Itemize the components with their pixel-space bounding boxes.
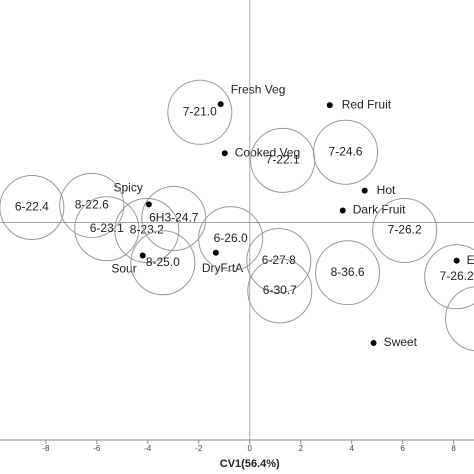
attribute-point (339, 207, 346, 214)
x-tick-label: 2 (298, 444, 303, 453)
sample-circle (114, 197, 180, 263)
sample-label: 7-24.6 (329, 144, 363, 158)
sample-circle (445, 286, 474, 352)
x-tick-label: -2 (195, 444, 203, 453)
x-tick-label: -8 (42, 444, 50, 453)
sample-circle (0, 174, 65, 240)
sample-label: 6-27.8 (262, 253, 296, 267)
attribute-label: Dark Fruit (353, 203, 406, 217)
sample-label: 8-23.2 (130, 223, 164, 237)
sample-label: 6-26.0 (214, 231, 248, 245)
attribute-label: Hot (377, 183, 396, 197)
x-tick-label: -4 (144, 444, 152, 453)
x-tick-label: 4 (349, 444, 354, 453)
sample-label: 6-30.7 (263, 283, 297, 297)
sample-label: 7-26.2 (440, 269, 474, 283)
sample-circle (250, 127, 316, 193)
attribute-point (326, 102, 333, 109)
attribute-point (453, 257, 460, 264)
x-tick-label: 0 (248, 444, 253, 453)
attribute-label: Sweet (384, 335, 418, 349)
attribute-point (145, 201, 152, 208)
sample-label: 8-36.6 (331, 265, 365, 279)
attribute-point (139, 252, 146, 259)
sample-label: 7-21.0 (183, 104, 217, 118)
attribute-point (370, 340, 377, 347)
sample-circle (247, 258, 313, 324)
sample-label: 6-22.4 (15, 200, 49, 214)
attribute-point (217, 101, 224, 108)
attribute-point (221, 150, 228, 157)
sample-label: 6-23.1 (90, 221, 124, 235)
sample-circle (74, 196, 140, 262)
sample-circle (424, 244, 474, 310)
x-tick-label: -6 (93, 444, 101, 453)
attribute-label: E (467, 253, 474, 267)
attribute-label: Fresh Veg (231, 82, 286, 96)
sample-circle (372, 197, 438, 263)
sample-label: 8-25.0 (146, 255, 180, 269)
attribute-point (361, 187, 368, 194)
sample-circle (130, 230, 196, 296)
sample-circle (315, 240, 381, 306)
sample-label: 6H3-24.7 (149, 211, 199, 225)
x-tick-label: 6 (400, 444, 405, 453)
sample-label: 7-22.1 (266, 153, 300, 167)
sample-circle (59, 172, 125, 238)
sample-circle (198, 206, 264, 272)
sample-circle (246, 228, 312, 294)
x-tick-label: 8 (451, 444, 456, 453)
attribute-label: DryFrtA (202, 261, 243, 275)
attribute-label: Red Fruit (342, 97, 392, 111)
sample-label: 7-26.2 (388, 223, 422, 237)
sample-circle (167, 79, 233, 145)
attribute-label: Sour (111, 262, 136, 276)
x-axis-title: CV1(56.4%) (220, 458, 280, 470)
attribute-point (212, 249, 219, 256)
sample-label: 8-22.6 (75, 198, 109, 212)
